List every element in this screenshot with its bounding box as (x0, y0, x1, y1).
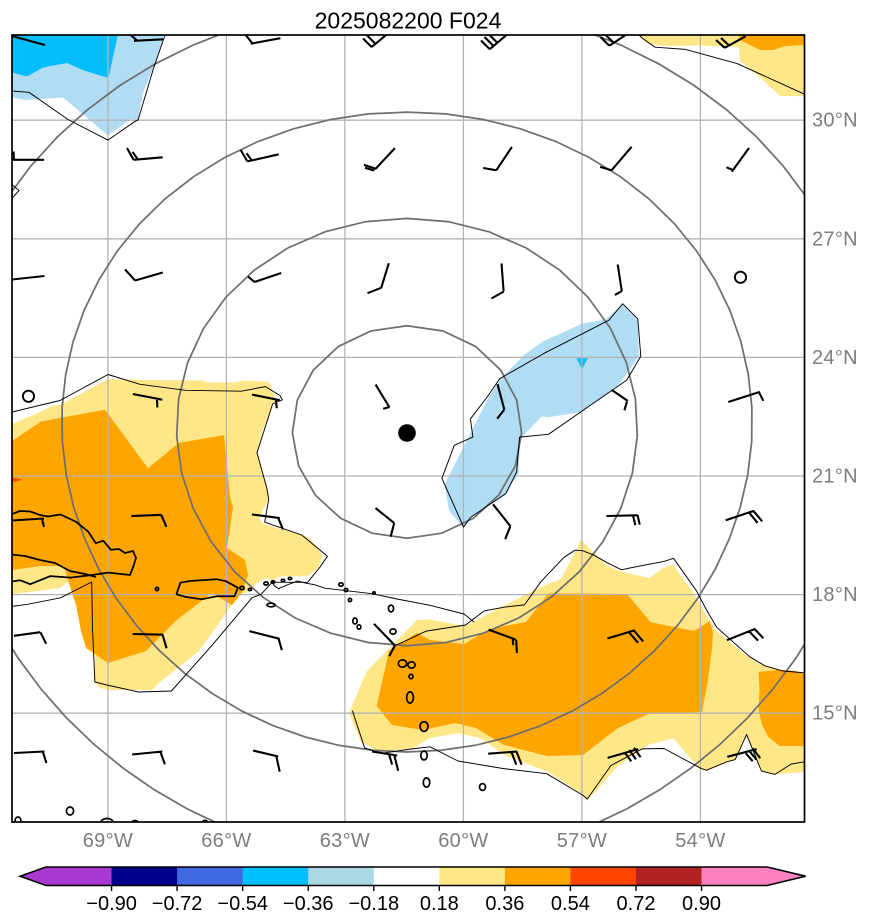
svg-text:27°N: 27°N (812, 228, 858, 250)
svg-text:0.54: 0.54 (551, 893, 590, 915)
svg-text:2025082200 F024: 2025082200 F024 (315, 8, 502, 34)
svg-text:0.90: 0.90 (682, 893, 721, 915)
svg-text:54°W: 54°W (675, 830, 725, 852)
svg-text:−0.36: −0.36 (283, 893, 334, 915)
svg-text:30°N: 30°N (812, 110, 858, 132)
svg-text:−0.54: −0.54 (217, 893, 268, 915)
svg-text:−0.90: −0.90 (86, 893, 137, 915)
svg-text:−0.18: −0.18 (348, 893, 399, 915)
svg-text:0.18: 0.18 (420, 893, 459, 915)
svg-text:57°W: 57°W (557, 830, 607, 852)
svg-text:24°N: 24°N (812, 347, 858, 369)
svg-text:15°N: 15°N (812, 703, 858, 725)
svg-text:66°W: 66°W (201, 830, 251, 852)
svg-text:63°W: 63°W (320, 830, 370, 852)
svg-text:21°N: 21°N (812, 466, 858, 488)
svg-text:0.36: 0.36 (485, 893, 524, 915)
svg-text:−0.72: −0.72 (152, 893, 203, 915)
svg-text:69°W: 69°W (83, 830, 133, 852)
svg-text:60°W: 60°W (438, 830, 488, 852)
svg-text:0.72: 0.72 (617, 893, 656, 915)
svg-text:18°N: 18°N (812, 584, 858, 606)
